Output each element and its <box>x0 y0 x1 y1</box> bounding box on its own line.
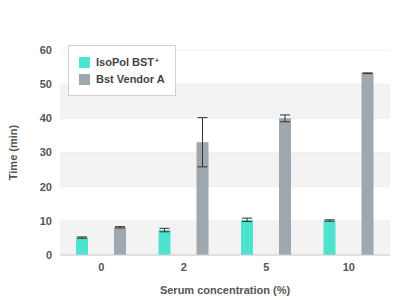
svg-text:50: 50 <box>40 78 52 90</box>
svg-text:20: 20 <box>40 181 52 193</box>
svg-text:10: 10 <box>343 261 355 273</box>
svg-text:10: 10 <box>40 215 52 227</box>
html-text:IsoPol BST⁺: IsoPol BST⁺ <box>96 56 160 68</box>
svg-text:30: 30 <box>40 146 52 158</box>
svg-text:2: 2 <box>181 261 187 273</box>
svg-text:0: 0 <box>46 249 52 261</box>
svg-text:40: 40 <box>40 112 52 124</box>
svg-text:Serum concentration (%): Serum concentration (%) <box>160 284 291 296</box>
svg-text:5: 5 <box>263 261 269 273</box>
svg-text:60: 60 <box>40 44 52 56</box>
html-text:Bst Vendor A: Bst Vendor A <box>96 73 165 85</box>
svg-text:0: 0 <box>98 261 104 273</box>
svg-text:Time (min): Time (min) <box>8 124 19 180</box>
